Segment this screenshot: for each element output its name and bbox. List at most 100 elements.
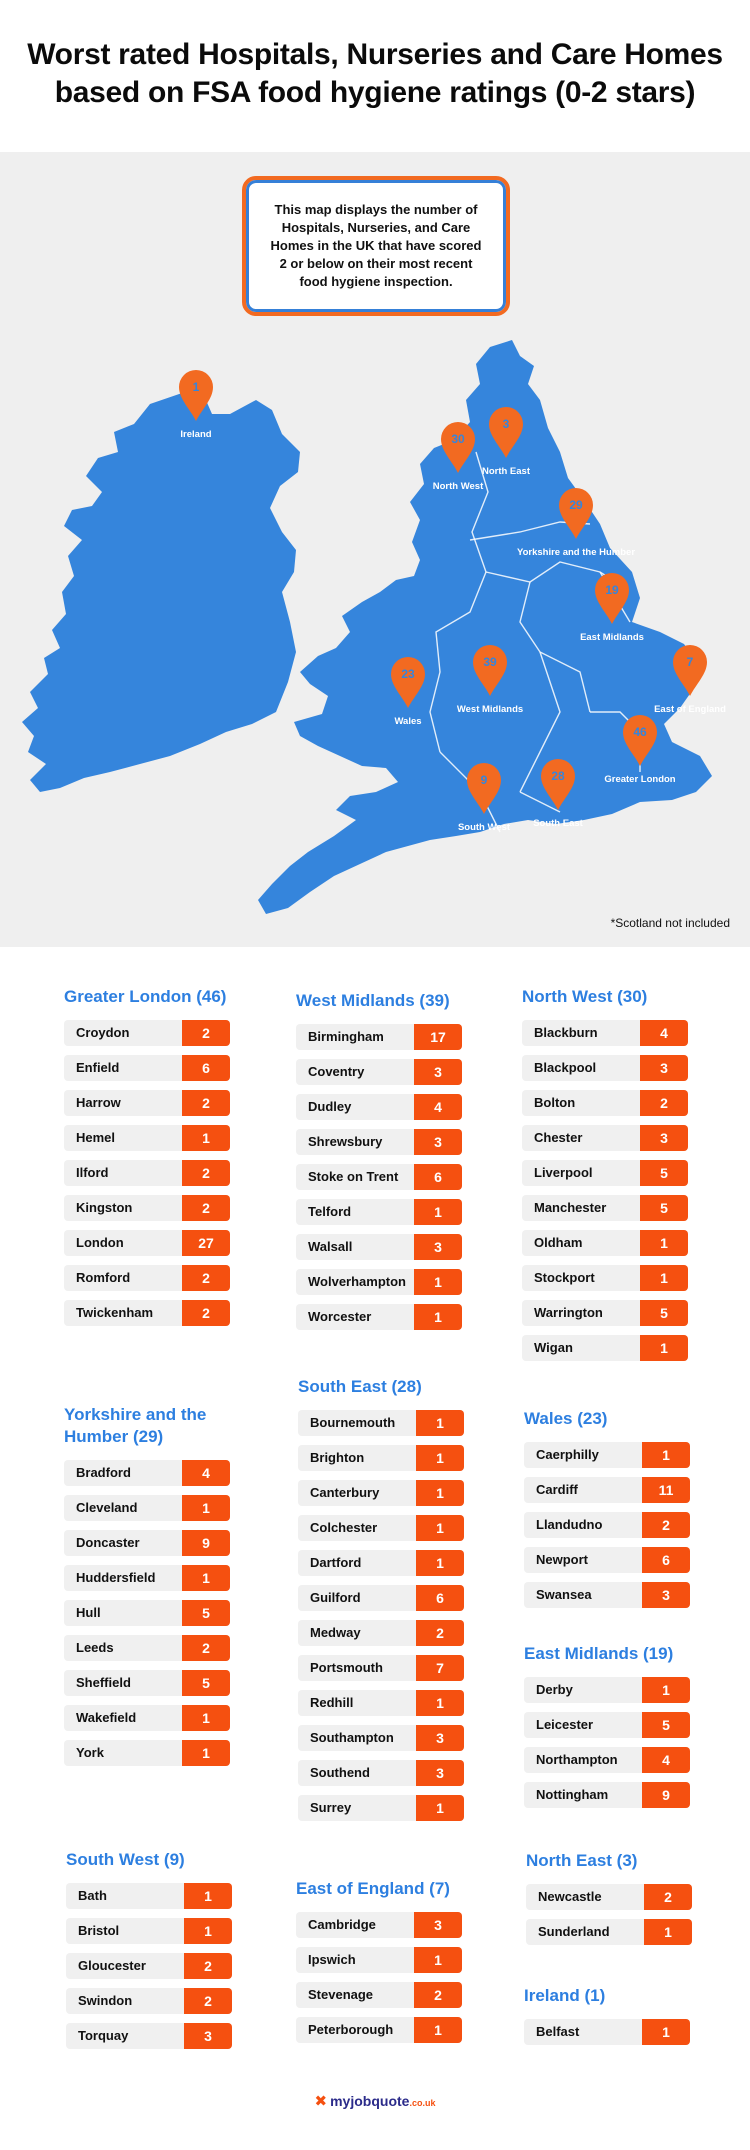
brand-jobquote: jobquote [350, 2093, 410, 2109]
list-item: Ipswich 1 [296, 1947, 462, 1973]
footer-logo[interactable]: ✖ myjobquote.co.uk [0, 2092, 750, 2110]
city-count-badge: 3 [414, 1234, 462, 1260]
city-count-badge: 2 [184, 1988, 232, 2014]
city-count-badge: 2 [640, 1090, 688, 1116]
city-count-badge: 6 [182, 1055, 230, 1081]
map-pin-label: West Midlands [457, 704, 523, 715]
list-item: Manchester 5 [522, 1195, 688, 1221]
city-name: Dudley [308, 1099, 352, 1114]
city-name: Sheffield [76, 1675, 131, 1690]
city-count-badge: 1 [182, 1565, 230, 1591]
list-item: Torquay 3 [66, 2023, 232, 2049]
city-count-badge: 6 [416, 1585, 464, 1611]
city-count-badge: 9 [642, 1782, 690, 1808]
city-name: Nottingham [536, 1787, 609, 1802]
list-item: Swansea 3 [524, 1582, 690, 1608]
region-east-of-england: East of England (7) Cambridge 3 Ipswich 1 St… [296, 1878, 466, 2052]
map-pin-label: North West [433, 481, 484, 492]
region-title: Yorkshire and the Humber (29) [64, 1405, 207, 1446]
city-name: Caerphilly [536, 1447, 599, 1462]
list-item: Worcester 1 [296, 1304, 462, 1330]
city-count-badge: 1 [642, 1677, 690, 1703]
city-count-badge: 4 [642, 1747, 690, 1773]
map-pin: 7 East of England [654, 645, 726, 715]
map-pin-count: 1 [193, 380, 200, 394]
city-name: Telford [308, 1204, 352, 1219]
city-count-badge: 5 [640, 1195, 688, 1221]
city-count-badge: 1 [416, 1550, 464, 1576]
list-item: Stoke on Trent 6 [296, 1164, 462, 1190]
city-count-badge: 1 [416, 1410, 464, 1436]
page-title: Worst rated Hospitals, Nurseries and Car… [0, 36, 750, 112]
list-item: Bradford 4 [64, 1460, 230, 1486]
city-count-badge: 1 [182, 1125, 230, 1151]
city-name: Blackpool [534, 1060, 597, 1075]
map-info-box: This map displays the number of Hospital… [242, 176, 510, 316]
city-name: Cambridge [308, 1917, 376, 1932]
city-name: Ipswich [308, 1952, 356, 1967]
region-yorkshire: Yorkshire and the Humber (29) Bradford 4 C… [64, 1404, 234, 1775]
city-name: Sunderland [538, 1924, 610, 1939]
list-item: Chester 3 [522, 1125, 688, 1151]
map-pin: 9 South West [458, 763, 511, 833]
city-count-badge: 6 [414, 1164, 462, 1190]
map-pin: 39 West Midlands [457, 645, 523, 715]
list-item: Huddersfield 1 [64, 1565, 230, 1591]
city-name: Coventry [308, 1064, 365, 1079]
map-pin: 29 Yorkshire and the Humber [517, 488, 635, 558]
city-name: Redhill [310, 1695, 354, 1710]
city-count-badge: 4 [414, 1094, 462, 1120]
city-name: Swansea [536, 1587, 592, 1602]
map-pin-count: 9 [481, 773, 488, 787]
brand-tld: .co.uk [409, 2098, 436, 2108]
city-name: Bournemouth [310, 1415, 396, 1430]
list-item: Southend 3 [298, 1760, 464, 1786]
list-item: Blackpool 3 [522, 1055, 688, 1081]
map-pin-label: South West [458, 822, 511, 833]
city-name: Bradford [76, 1465, 131, 1480]
list-item: Southampton 3 [298, 1725, 464, 1751]
city-count-badge: 2 [182, 1265, 230, 1291]
city-count-badge: 2 [644, 1884, 692, 1910]
map-pin: 19 East Midlands [580, 573, 644, 643]
title-line-1: Worst rated Hospitals, Nurseries and Car… [27, 38, 723, 71]
city-count-badge: 2 [182, 1195, 230, 1221]
list-item: Belfast 1 [524, 2019, 690, 2045]
city-name: Oldham [534, 1235, 583, 1250]
city-count-badge: 1 [416, 1445, 464, 1471]
list-item: Llandudno 2 [524, 1512, 690, 1538]
city-count-badge: 3 [640, 1125, 688, 1151]
city-name: Manchester [534, 1200, 607, 1215]
list-item: Bournemouth 1 [298, 1410, 464, 1436]
list-item: Sheffield 5 [64, 1670, 230, 1696]
title-line-2: based on FSA food hygiene ratings (0-2 s… [54, 76, 696, 109]
city-name: Cleveland [76, 1500, 138, 1515]
city-count-badge: 2 [182, 1300, 230, 1326]
list-item: Blackburn 4 [522, 1020, 688, 1046]
region-ireland: Ireland (1) Belfast 1 [524, 1985, 694, 2054]
region-title: North East (3) [526, 1851, 638, 1870]
list-item: Sunderland 1 [526, 1919, 692, 1945]
list-item: Wigan 1 [522, 1335, 688, 1361]
map-pin-count: 39 [483, 655, 497, 669]
list-item: Portsmouth 7 [298, 1655, 464, 1681]
list-item: Kingston 2 [64, 1195, 230, 1221]
city-name: Romford [76, 1270, 131, 1285]
list-item: Nottingham 9 [524, 1782, 690, 1808]
map-pin-label: East Midlands [580, 632, 644, 643]
list-item: Walsall 3 [296, 1234, 462, 1260]
city-name: Wigan [534, 1340, 573, 1355]
city-name: Chester [534, 1130, 583, 1145]
city-count-badge: 3 [642, 1582, 690, 1608]
city-name: Harrow [76, 1095, 121, 1110]
city-name: Hemel [76, 1130, 116, 1145]
list-item: Medway 2 [298, 1620, 464, 1646]
list-item: Stockport 1 [522, 1265, 688, 1291]
city-count-badge: 5 [640, 1160, 688, 1186]
map-pin-marker [673, 645, 707, 696]
city-name: Leicester [536, 1717, 594, 1732]
city-count-badge: 1 [182, 1705, 230, 1731]
city-count-badge: 1 [644, 1919, 692, 1945]
map-pin-marker [489, 407, 523, 458]
city-count-badge: 9 [182, 1530, 230, 1556]
